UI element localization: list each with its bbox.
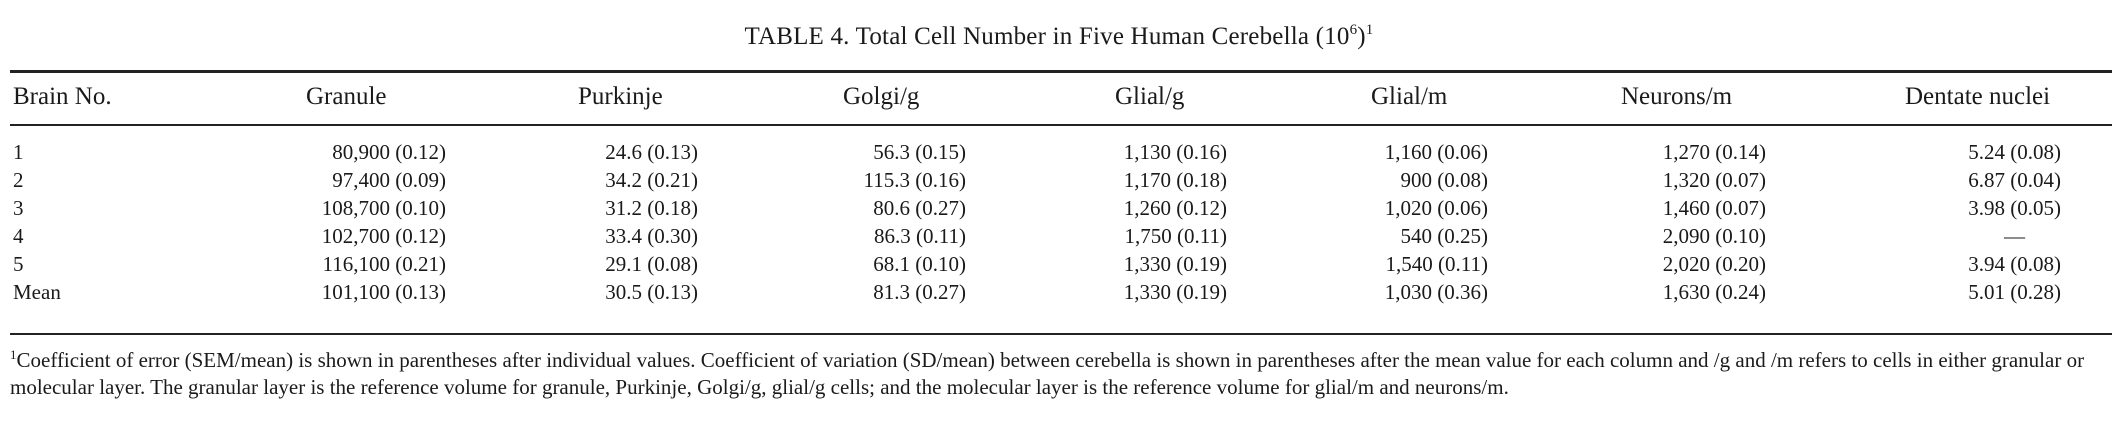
golgi-g-cell: 56.3 (0.15): [873, 140, 966, 164]
row-label: Mean: [13, 280, 61, 304]
golgi-g-cell: 68.1 (0.10): [873, 252, 966, 276]
golgi-g-cell: 80.6 (0.27): [873, 196, 966, 220]
neurons-m-cell: 2,020 (0.20): [1662, 252, 1766, 276]
glial-m-cell: 540 (0.25): [1400, 224, 1489, 248]
glial-m-cell: 1,020 (0.06): [1384, 196, 1488, 220]
column-header-brain-no: Brain No.: [13, 83, 112, 110]
dentate-nuclei-cell: 5.24 (0.08): [1968, 140, 2061, 164]
table-row: Mean 101,100 (0.13) 30.5 (0.13) 81.3 (0.…: [0, 280, 2118, 306]
purkinje-cell: 24.6 (0.13): [605, 140, 698, 164]
row-label: 2: [13, 168, 24, 192]
golgi-g-cell: 81.3 (0.27): [873, 280, 966, 304]
table-row: 1 80,900 (0.12) 24.6 (0.13) 56.3 (0.15) …: [0, 140, 2118, 166]
neurons-m-cell: 1,320 (0.07): [1662, 168, 1766, 192]
purkinje-cell: 30.5 (0.13): [605, 280, 698, 304]
column-header-golgi-g: Golgi/g: [843, 83, 920, 110]
table-bottom-rule: [10, 333, 2112, 335]
glial-g-cell: 1,260 (0.12): [1123, 196, 1227, 220]
purkinje-cell: 31.2 (0.18): [605, 196, 698, 220]
column-header-neurons-m: Neurons/m: [1621, 83, 1733, 110]
table-row: 4 102,700 (0.12) 33.4 (0.30) 86.3 (0.11)…: [0, 224, 2118, 250]
granule-cell: 116,100 (0.21): [322, 252, 446, 276]
dentate-nuclei-cell: 5.01 (0.28): [1968, 280, 2061, 304]
granule-cell: 101,100 (0.13): [321, 280, 446, 304]
footnote-mark: 1: [10, 347, 17, 362]
footnote-text: Coefficient of error (SEM/mean) is shown…: [10, 348, 2085, 399]
purkinje-cell: 33.4 (0.30): [605, 224, 698, 248]
column-header-purkinje: Purkinje: [578, 83, 663, 110]
neurons-m-cell: 1,630 (0.24): [1662, 280, 1766, 304]
purkinje-cell: 34.2 (0.21): [605, 168, 698, 192]
table-row: 2 97,400 (0.09) 34.2 (0.21) 115.3 (0.16)…: [0, 168, 2118, 194]
column-header-dentate-nuclei: Dentate nuclei: [1905, 83, 2051, 110]
caption-exponent: 6: [1349, 22, 1358, 38]
glial-m-cell: 1,030 (0.36): [1384, 280, 1488, 304]
golgi-g-cell: 115.3 (0.16): [863, 168, 966, 192]
column-header-glial-g: Glial/g: [1115, 83, 1185, 110]
dentate-nuclei-cell: —: [2004, 224, 2025, 248]
dentate-nuclei-cell: 6.87 (0.04): [1968, 168, 2061, 192]
row-label: 5: [13, 252, 24, 276]
glial-g-cell: 1,130 (0.16): [1123, 140, 1227, 164]
caption-close: ): [1357, 23, 1366, 50]
granule-cell: 97,400 (0.09): [332, 168, 446, 192]
table-row: 5 116,100 (0.21) 29.1 (0.08) 68.1 (0.10)…: [0, 252, 2118, 278]
glial-g-cell: 1,750 (0.11): [1124, 224, 1227, 248]
table-header-rule: [10, 124, 2112, 126]
glial-g-cell: 1,330 (0.19): [1123, 252, 1227, 276]
caption-footnote-mark: 1: [1365, 22, 1374, 38]
dentate-nuclei-cell: 3.98 (0.05): [1968, 196, 2061, 220]
column-header-glial-m: Glial/m: [1371, 83, 1448, 110]
glial-m-cell: 1,540 (0.11): [1385, 252, 1488, 276]
glial-g-cell: 1,330 (0.19): [1123, 280, 1227, 304]
glial-m-cell: 1,160 (0.06): [1384, 140, 1488, 164]
column-header-granule: Granule: [306, 83, 387, 110]
table-row: 3 108,700 (0.10) 31.2 (0.18) 80.6 (0.27)…: [0, 196, 2118, 222]
golgi-g-cell: 86.3 (0.11): [874, 224, 966, 248]
granule-cell: 102,700 (0.12): [321, 224, 446, 248]
table-caption: TABLE 4. Total Cell Number in Five Human…: [0, 22, 2118, 51]
dentate-nuclei-cell: 3.94 (0.08): [1968, 252, 2061, 276]
granule-cell: 108,700 (0.10): [321, 196, 446, 220]
table-footnote: 1Coefficient of error (SEM/mean) is show…: [10, 341, 2112, 401]
neurons-m-cell: 1,460 (0.07): [1662, 196, 1766, 220]
neurons-m-cell: 2,090 (0.10): [1662, 224, 1766, 248]
purkinje-cell: 29.1 (0.08): [605, 252, 698, 276]
neurons-m-cell: 1,270 (0.14): [1662, 140, 1766, 164]
glial-g-cell: 1,170 (0.18): [1123, 168, 1227, 192]
granule-cell: 80,900 (0.12): [332, 140, 446, 164]
row-label: 1: [13, 140, 24, 164]
table-top-rule: [10, 70, 2112, 73]
row-label: 3: [13, 196, 24, 220]
row-label: 4: [13, 224, 24, 248]
caption-text: TABLE 4. Total Cell Number in Five Human…: [744, 23, 1350, 50]
glial-m-cell: 900 (0.08): [1400, 168, 1489, 192]
